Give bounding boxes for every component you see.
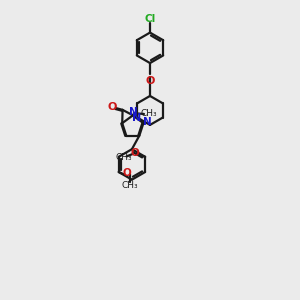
Text: O: O (107, 101, 117, 112)
Text: O: O (130, 148, 139, 158)
Text: Cl: Cl (144, 14, 156, 24)
Text: O: O (145, 76, 155, 86)
Text: N: N (143, 117, 152, 127)
Text: N: N (129, 107, 138, 117)
Text: CH₃: CH₃ (141, 109, 158, 118)
Text: CH₃: CH₃ (121, 181, 138, 190)
Text: N: N (133, 113, 142, 123)
Text: CH₃: CH₃ (116, 153, 132, 162)
Text: O: O (123, 168, 132, 178)
